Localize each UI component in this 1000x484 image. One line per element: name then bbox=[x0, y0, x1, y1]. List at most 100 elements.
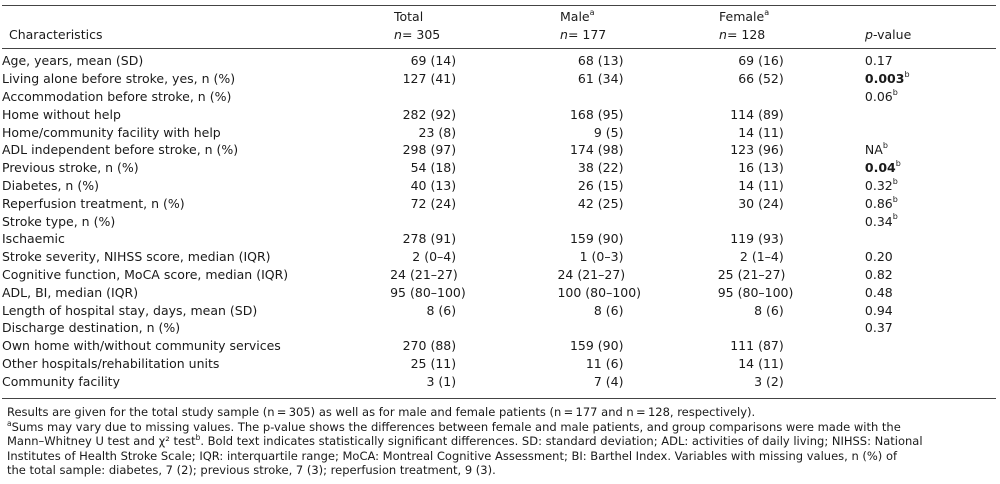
cell-female: 2 (1–4) bbox=[739, 249, 784, 265]
table-row: Age, years, mean (SD) 69 (14) 68 (13) 69 (1… bbox=[2, 52, 996, 70]
row-label: Home without help bbox=[2, 106, 121, 122]
cell-male: 24 (21–27) bbox=[557, 266, 626, 282]
row-label: Community facility bbox=[2, 373, 120, 389]
row-label: Length of hospital stay, days, mean (SD) bbox=[2, 302, 258, 318]
cell-total: 95 (80–100) bbox=[390, 284, 466, 300]
cell-p-value: 0.003b bbox=[864, 70, 910, 87]
cell-total: 270 (88) bbox=[402, 338, 457, 354]
cell-male: 8 (6) bbox=[593, 302, 624, 318]
table-row: Home/community facility with help 23 (8) 9… bbox=[2, 123, 996, 141]
cell-total: 298 (97) bbox=[402, 142, 457, 158]
cell-p-value: 0.82 bbox=[864, 266, 893, 282]
row-label: Stroke severity, NIHSS score, median (IQ… bbox=[2, 249, 271, 265]
cell-total: 25 (11) bbox=[410, 355, 457, 371]
table-row: Ischaemic 278 (91) 159 (90) 119 (93) bbox=[2, 230, 996, 248]
row-label: Diabetes, n (%) bbox=[2, 177, 99, 193]
cell-male: 7 (4) bbox=[593, 373, 624, 389]
cell-p-value bbox=[865, 337, 996, 355]
cell-female: 69 (16) bbox=[738, 53, 784, 69]
cell-total: 278 (91) bbox=[402, 231, 457, 247]
table-row: Stroke severity, NIHSS score, median (IQ… bbox=[2, 248, 996, 266]
table-row: Stroke type, n (%) 0.34b bbox=[2, 212, 996, 230]
row-label: Ischaemic bbox=[2, 231, 65, 247]
table-row: Home without help 282 (92) 168 (95) 114 (89… bbox=[2, 105, 996, 123]
cell-female: 14 (11) bbox=[738, 177, 784, 193]
row-label: Other hospitals/rehabilitation units bbox=[2, 355, 220, 371]
footnote-abbreviations: Institutes of Health Stroke Scale; IQR: … bbox=[7, 448, 898, 463]
cell-male: 159 (90) bbox=[569, 231, 624, 247]
row-label: Age, years, mean (SD) bbox=[2, 53, 144, 69]
cell-female: 14 (11) bbox=[738, 124, 784, 140]
cell-p-value: 0.34b bbox=[864, 212, 898, 229]
cell-p-value: NAb bbox=[864, 141, 888, 158]
header-male: Malea n= 177 bbox=[560, 7, 607, 42]
footnote-tests: Mann–Whitney U test and χ² testb. Bold t… bbox=[7, 433, 923, 449]
cell-male: 9 (5) bbox=[593, 124, 624, 140]
cell-total: 24 (21–27) bbox=[390, 266, 458, 282]
cell-male bbox=[557, 212, 717, 230]
row-label: Discharge destination, n (%) bbox=[2, 320, 181, 336]
cell-female: 14 (11) bbox=[738, 355, 784, 371]
table-row: Community facility 3 (1) 7 (4) 3 (2) bbox=[2, 372, 996, 390]
cell-total: 69 (14) bbox=[410, 53, 457, 69]
row-label: ADL independent before stroke, n (%) bbox=[2, 142, 239, 158]
cell-female: 30 (24) bbox=[738, 195, 784, 211]
cell-total: 127 (41) bbox=[402, 71, 457, 87]
cell-female bbox=[718, 212, 865, 230]
cell-male: 61 (34) bbox=[577, 71, 624, 87]
cell-p-value: 0.17 bbox=[864, 53, 893, 69]
cell-total: 3 (1) bbox=[426, 373, 457, 389]
cell-male: 38 (22) bbox=[577, 160, 624, 176]
cell-male: 26 (15) bbox=[577, 177, 624, 193]
table-row: Length of hospital stay, days, mean (SD)… bbox=[2, 301, 996, 319]
footnote-missing: the total sample: diabetes, 7 (2); previ… bbox=[7, 463, 496, 478]
cell-p-value: 0.06b bbox=[864, 87, 898, 104]
cell-p-value: 0.20 bbox=[864, 249, 893, 265]
header-total: Total n= 305 bbox=[394, 9, 441, 42]
cell-p-value bbox=[865, 123, 996, 141]
cell-male: 68 (13) bbox=[577, 53, 624, 69]
cell-p-value bbox=[865, 105, 996, 123]
cell-total bbox=[390, 319, 557, 337]
table-footnotes: Results are given for the total study sa… bbox=[7, 405, 993, 478]
row-label: Home/community facility with help bbox=[2, 124, 221, 140]
cell-p-value bbox=[865, 230, 996, 248]
cell-male: 100 (80–100) bbox=[557, 284, 642, 300]
cell-female: 66 (52) bbox=[738, 71, 784, 87]
row-label: Reperfusion treatment, n (%) bbox=[2, 195, 185, 211]
table-row: Living alone before stroke, yes, n (%) 12… bbox=[2, 70, 996, 88]
cell-p-value: 0.94 bbox=[864, 302, 893, 318]
cell-total: 54 (18) bbox=[410, 160, 457, 176]
cell-female: 111 (87) bbox=[730, 338, 784, 354]
cell-female: 95 (80–100) bbox=[717, 284, 794, 300]
footnote-a: aSums may vary due to missing values. Th… bbox=[7, 418, 901, 434]
table-row: ADL independent before stroke, n (%) 298 … bbox=[2, 141, 996, 159]
table-row: Reperfusion treatment, n (%) 72 (24) 42 (2… bbox=[2, 194, 996, 212]
header-female: Femalea n= 128 bbox=[719, 7, 770, 42]
cell-male: 159 (90) bbox=[569, 338, 624, 354]
row-label: ADL, BI, median (IQR) bbox=[2, 284, 139, 300]
row-label: Cognitive function, MoCA score, median (… bbox=[2, 266, 289, 282]
cell-total: 23 (8) bbox=[418, 124, 457, 140]
cell-male: 168 (95) bbox=[569, 106, 624, 122]
cell-total: 40 (13) bbox=[410, 177, 457, 193]
cell-total bbox=[390, 88, 557, 106]
cell-female: 114 (89) bbox=[730, 106, 784, 122]
table-row: Other hospitals/rehabilitation units 25 (… bbox=[2, 355, 996, 373]
cell-female: 123 (96) bbox=[730, 142, 784, 158]
cell-p-value bbox=[865, 372, 996, 390]
cell-p-value: 0.04b bbox=[864, 159, 901, 176]
header-characteristics: Characteristics bbox=[9, 27, 103, 42]
footnote-summary: Results are given for the total study sa… bbox=[7, 405, 756, 419]
cell-p-value bbox=[865, 355, 996, 373]
table-row: Accommodation before stroke, n (%) 0.06b bbox=[2, 88, 996, 106]
cell-female bbox=[718, 88, 865, 106]
cell-p-value: 0.86b bbox=[864, 194, 898, 211]
table-row: Cognitive function, MoCA score, median (… bbox=[2, 266, 996, 284]
table-row: Discharge destination, n (%) 0.37 bbox=[2, 319, 996, 337]
row-label: Own home with/without community services bbox=[2, 338, 281, 354]
table-row: Diabetes, n (%) 40 (13) 26 (15) 14 (11) 0.32… bbox=[2, 177, 996, 195]
cell-male: 174 (98) bbox=[569, 142, 624, 158]
cell-male: 11 (6) bbox=[585, 355, 624, 371]
cell-male bbox=[557, 319, 717, 337]
